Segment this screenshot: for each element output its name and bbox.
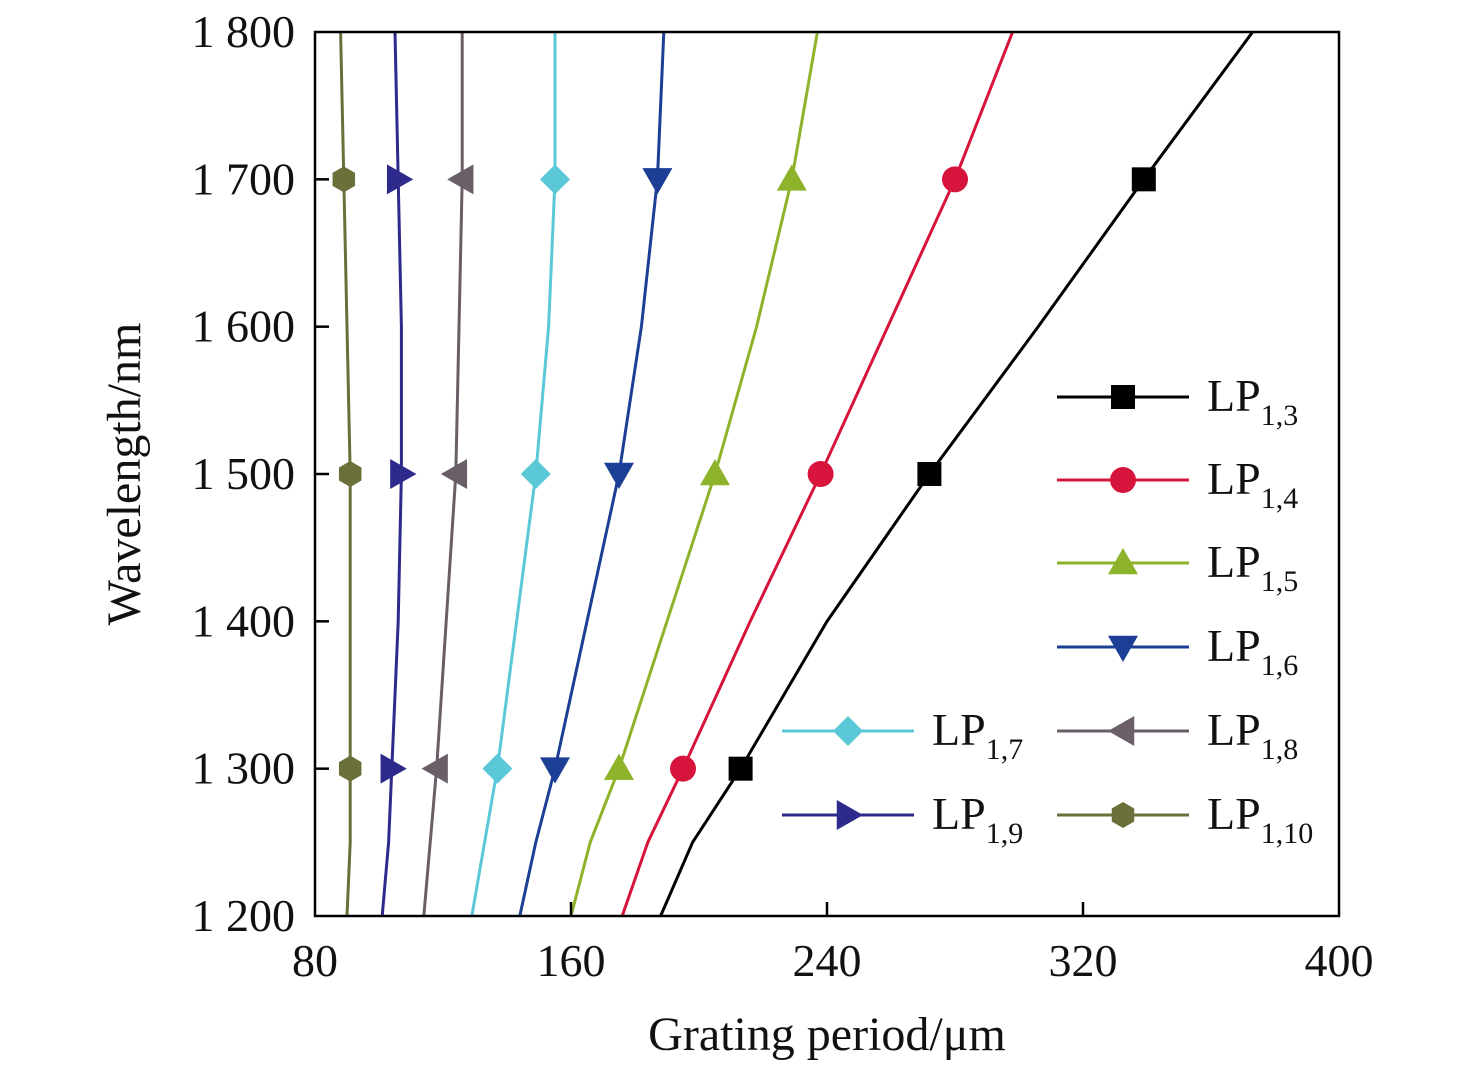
- data-point: [670, 755, 696, 782]
- legend-item: LP1,7: [782, 704, 1023, 766]
- legend-marker: [1111, 802, 1135, 828]
- data-point: [728, 756, 753, 781]
- x-tick-label: 400: [1305, 935, 1374, 986]
- legend-item: LP1,9: [782, 788, 1023, 850]
- series-line: [518, 32, 666, 916]
- data-point: [390, 459, 417, 489]
- data-point: [482, 753, 513, 784]
- data-point: [540, 164, 570, 195]
- series-line: [380, 32, 403, 916]
- legend-marker: [836, 800, 863, 830]
- y-tick-label: 1 600: [192, 301, 296, 352]
- data-point: [386, 164, 414, 195]
- legend-label: LP1,10: [1207, 788, 1313, 850]
- data-point: [338, 461, 362, 487]
- legend-label: LP1,8: [1207, 704, 1298, 766]
- series-1-9: [380, 32, 417, 916]
- legend-item: LP1,8: [1057, 704, 1298, 766]
- series-1-3: [659, 32, 1254, 916]
- legend-item: LP1,5: [1057, 536, 1298, 598]
- legend-marker: [1110, 467, 1136, 493]
- x-axis-title: Grating period/μm: [648, 1008, 1006, 1061]
- data-point: [338, 755, 362, 782]
- data-point: [520, 459, 551, 489]
- x-tick-label: 320: [1049, 935, 1118, 986]
- data-point: [917, 462, 942, 486]
- y-tick-label: 1 300: [192, 743, 296, 794]
- legend-label: LP1,6: [1207, 620, 1298, 682]
- legend-marker: [1111, 385, 1135, 409]
- y-tick-label: 1 200: [192, 890, 296, 941]
- legend-marker: [833, 716, 863, 746]
- data-point: [421, 753, 448, 784]
- series-1-4: [620, 32, 1014, 916]
- legend-label: LP1,7: [932, 704, 1023, 766]
- series-line: [422, 32, 464, 916]
- x-tick-label: 160: [537, 935, 606, 986]
- x-tick-label: 240: [793, 935, 862, 986]
- data-point: [642, 168, 673, 195]
- axis-ticks: 80 160 240 320 400 1 200 1 300 1 400 1 500 1 600 1…: [192, 6, 1374, 986]
- data-point: [807, 461, 834, 487]
- series-1-8: [421, 32, 474, 916]
- series-line: [659, 32, 1254, 916]
- y-tick-label: 1 500: [192, 448, 296, 499]
- legend-item: LP1,10: [1057, 788, 1313, 850]
- data-point: [1131, 167, 1156, 192]
- data-point: [942, 166, 968, 193]
- series-1-5: [569, 32, 819, 916]
- series-line: [569, 32, 819, 916]
- series-1-7: [470, 32, 570, 916]
- legend-item: LP1,4: [1057, 453, 1298, 515]
- data-point: [604, 753, 634, 780]
- legend-label: LP1,9: [932, 788, 1023, 850]
- series-1-6: [518, 32, 673, 916]
- legend-label: LP1,3: [1207, 370, 1298, 432]
- data-point: [700, 459, 730, 486]
- legend-item: LP1,3: [1057, 370, 1298, 432]
- y-tick-label: 1 400: [192, 595, 296, 646]
- series-line: [620, 32, 1014, 916]
- legend-label: LP1,5: [1207, 536, 1298, 598]
- data-point: [604, 462, 634, 489]
- legend-marker: [1108, 548, 1138, 575]
- y-tick-label: 1 700: [192, 153, 296, 204]
- data-point: [776, 164, 807, 191]
- legend-item: LP1,6: [1057, 620, 1298, 682]
- data-point: [540, 757, 570, 784]
- y-tick-label: 1 800: [192, 6, 296, 57]
- legend-marker: [1108, 716, 1135, 746]
- series-1-10: [332, 32, 362, 916]
- series-line: [339, 32, 352, 916]
- series-line: [470, 32, 557, 916]
- data-point: [440, 459, 468, 489]
- series-layer: [332, 32, 1254, 916]
- data-point: [332, 166, 356, 193]
- data-point: [447, 164, 474, 195]
- legend-marker: [1108, 635, 1138, 662]
- y-axis-title: Wavelength/nm: [98, 323, 151, 626]
- legend: LP1,3 LP1,4 LP1,5 LP1,6 LP1,7 LP1,8 LP1,9 LP1,1…: [782, 370, 1313, 850]
- x-tick-label: 80: [292, 935, 338, 986]
- data-point: [380, 753, 407, 784]
- legend-label: LP1,4: [1207, 453, 1298, 515]
